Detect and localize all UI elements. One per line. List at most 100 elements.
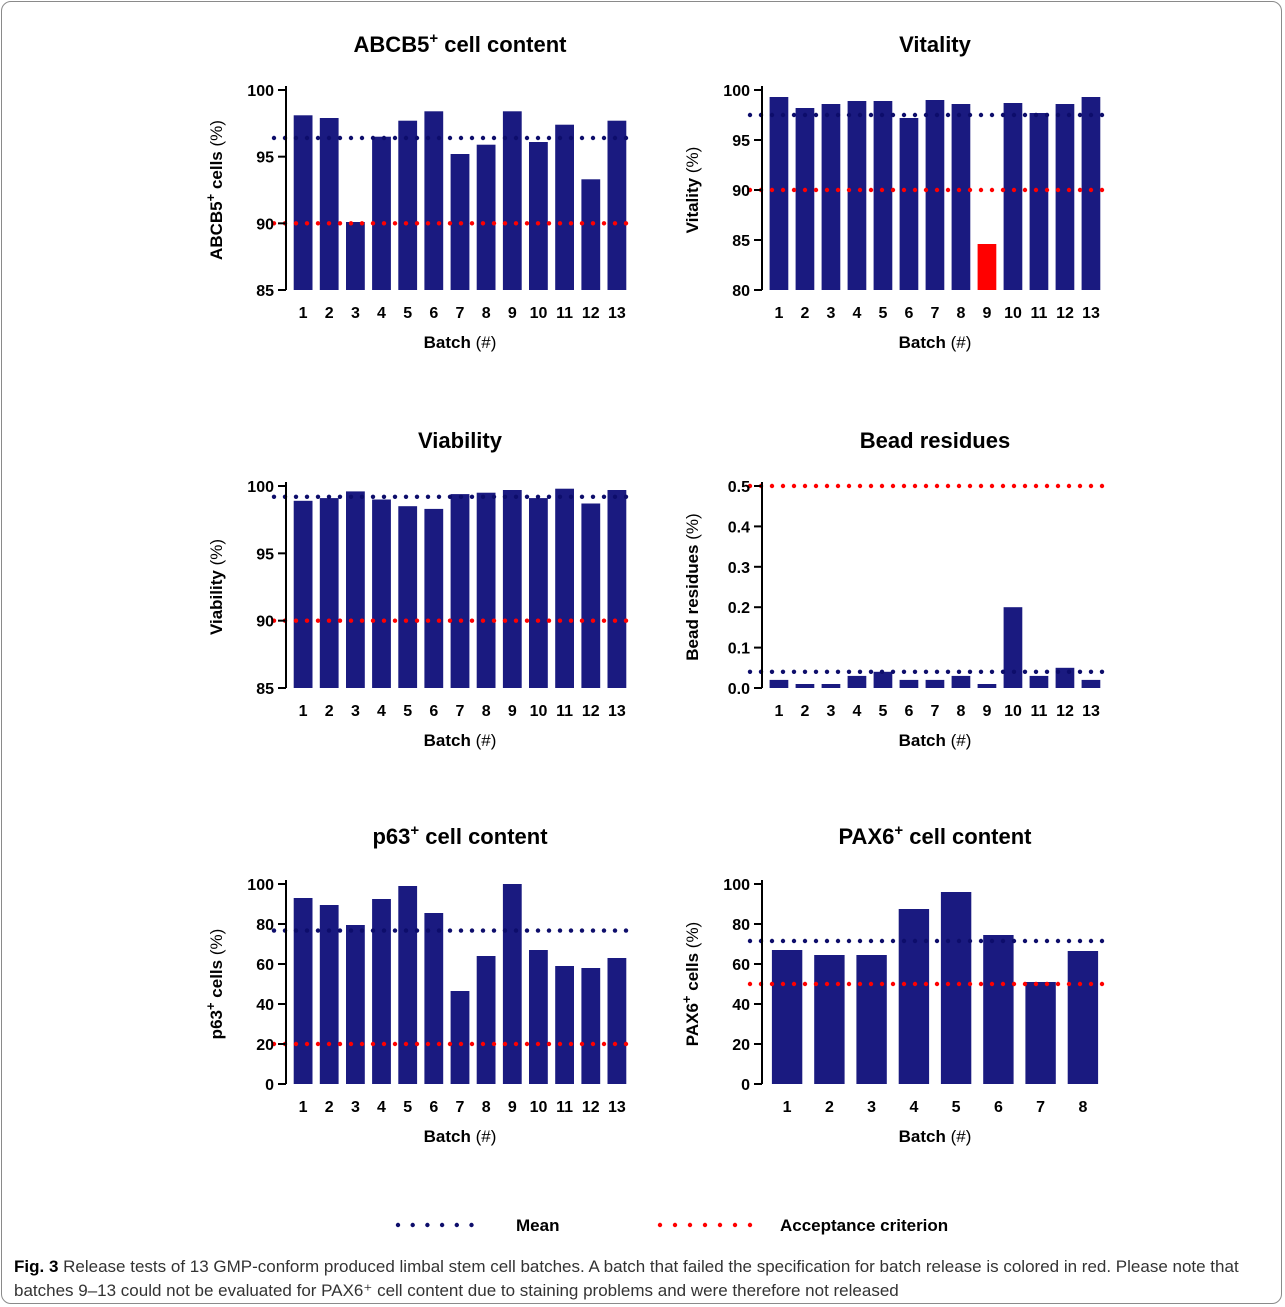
mean-line-dot <box>557 135 563 141</box>
mean-line-dot <box>579 135 585 141</box>
criterion-line-dot <box>469 1041 475 1047</box>
y-tick-label: 85 <box>256 681 274 698</box>
criterion-line-dot <box>1011 981 1017 987</box>
mean-line-dot <box>403 494 409 499</box>
legend-mean-dot <box>469 1222 474 1228</box>
criterion-line-dot <box>458 618 464 623</box>
x-tick-label: 3 <box>827 305 836 322</box>
mean-line-dot <box>978 669 984 674</box>
mean-line-dot <box>458 494 464 499</box>
criterion-line-dot <box>403 221 409 226</box>
criterion-line-dot <box>271 618 277 623</box>
criterion-line-dot <box>1022 483 1028 489</box>
x-tick-label: 6 <box>994 1099 1003 1116</box>
criterion-line-dot <box>1077 483 1083 489</box>
mean-line-dot <box>791 112 797 118</box>
mean-line-dot <box>945 938 951 944</box>
mean-line-dot <box>370 928 376 933</box>
mean-line-dot <box>414 928 420 933</box>
mean-line-dot <box>568 494 574 499</box>
criterion-line-dot <box>304 618 310 623</box>
mean-line-dot <box>1066 112 1072 118</box>
bar-batch-5 <box>873 101 893 290</box>
mean-line-dot <box>425 135 431 141</box>
x-tick-label: 8 <box>957 703 966 720</box>
criterion-line-dot <box>780 981 786 987</box>
bar-batch-7 <box>450 991 470 1084</box>
criterion-line-dot <box>1022 187 1028 193</box>
mean-line-dot <box>458 135 464 141</box>
mean-line-dot <box>590 135 596 141</box>
criterion-line-dot <box>978 981 984 987</box>
y-tick-label: 0.1 <box>728 641 750 658</box>
x-tick-label: 1 <box>775 305 784 322</box>
mean-line-dot <box>601 928 607 933</box>
criterion-line-dot <box>857 483 863 489</box>
bar-batch-11 <box>1029 113 1049 290</box>
criterion-line-dot <box>612 1041 618 1047</box>
mean-line-dot <box>546 494 552 499</box>
criterion-line-dot <box>425 1041 431 1047</box>
criterion-line-dot <box>1011 187 1017 193</box>
y-axis-label: Vitality (%) <box>683 147 702 234</box>
y-tick-label: 0.4 <box>728 519 750 536</box>
y-tick-label: 40 <box>256 997 274 1014</box>
x-tick-label: 7 <box>456 703 465 720</box>
bar-batch-2 <box>319 118 339 290</box>
mean-line-dot <box>1055 669 1061 674</box>
mean-line-dot <box>304 135 310 141</box>
y-tick-label: 100 <box>723 877 750 894</box>
x-tick-label: 3 <box>351 305 360 322</box>
mean-line-dot <box>436 928 442 933</box>
legend-mean-line <box>395 1222 474 1228</box>
mean-line-dot <box>315 494 321 499</box>
mean-line-dot <box>901 112 907 118</box>
mean-line-dot <box>601 494 607 499</box>
criterion-line-dot <box>370 1041 376 1047</box>
mean-line-dot <box>769 938 775 944</box>
legend-criterion-label: Acceptance criterion <box>780 1216 948 1235</box>
legend-mean-dot <box>454 1222 459 1228</box>
bar-batch-11 <box>1029 675 1049 688</box>
criterion-line-dot <box>846 981 852 987</box>
mean-line-dot <box>1022 669 1028 674</box>
bar-batch-7 <box>450 494 470 688</box>
criterion-line-dot <box>923 187 929 193</box>
bar-batch-5 <box>940 892 972 1084</box>
y-axis-label: Viability (%) <box>207 539 226 635</box>
criterion-line-dot <box>1044 483 1050 489</box>
bar-batch-6 <box>899 679 919 688</box>
criterion-line-dot <box>469 221 475 226</box>
criterion-line-dot <box>623 1041 629 1047</box>
x-tick-label: 3 <box>351 1099 360 1116</box>
criterion-line-dot <box>348 221 354 226</box>
mean-line-dot <box>923 669 929 674</box>
mean-line-dot <box>436 494 442 499</box>
mean-line-dot <box>557 928 563 933</box>
x-tick-label: 5 <box>952 1099 961 1116</box>
charts-group: ABCB5+ cell content ABCB5+ cells (%) Batch… <box>203 30 1105 1146</box>
x-tick-label: 6 <box>429 703 438 720</box>
bar-batch-1 <box>293 115 313 290</box>
bar-batch-1 <box>769 679 789 688</box>
mean-line-dot <box>381 135 387 141</box>
mean-line-dot <box>1088 669 1094 674</box>
mean-line-dot <box>612 928 618 933</box>
legend-mean-dot <box>425 1222 430 1228</box>
criterion-line-dot <box>502 1041 508 1047</box>
mean-line-dot <box>337 494 343 499</box>
mean-line-dot <box>967 669 973 674</box>
criterion-line-dot <box>1066 483 1072 489</box>
mean-line-dot <box>469 928 475 933</box>
x-tick-label: 7 <box>931 703 940 720</box>
mean-line-dot <box>359 928 365 933</box>
bar-batch-10 <box>529 950 548 1084</box>
mean-line-dot <box>546 928 552 933</box>
criterion-line-dot <box>769 187 775 193</box>
bar-batch-11 <box>555 124 574 290</box>
criterion-line-dot <box>956 981 962 987</box>
criterion-line-dot <box>601 618 607 623</box>
criterion-line-dot <box>359 618 365 623</box>
criterion-line-dot <box>458 221 464 226</box>
bar-batch-7 <box>1025 982 1056 1084</box>
